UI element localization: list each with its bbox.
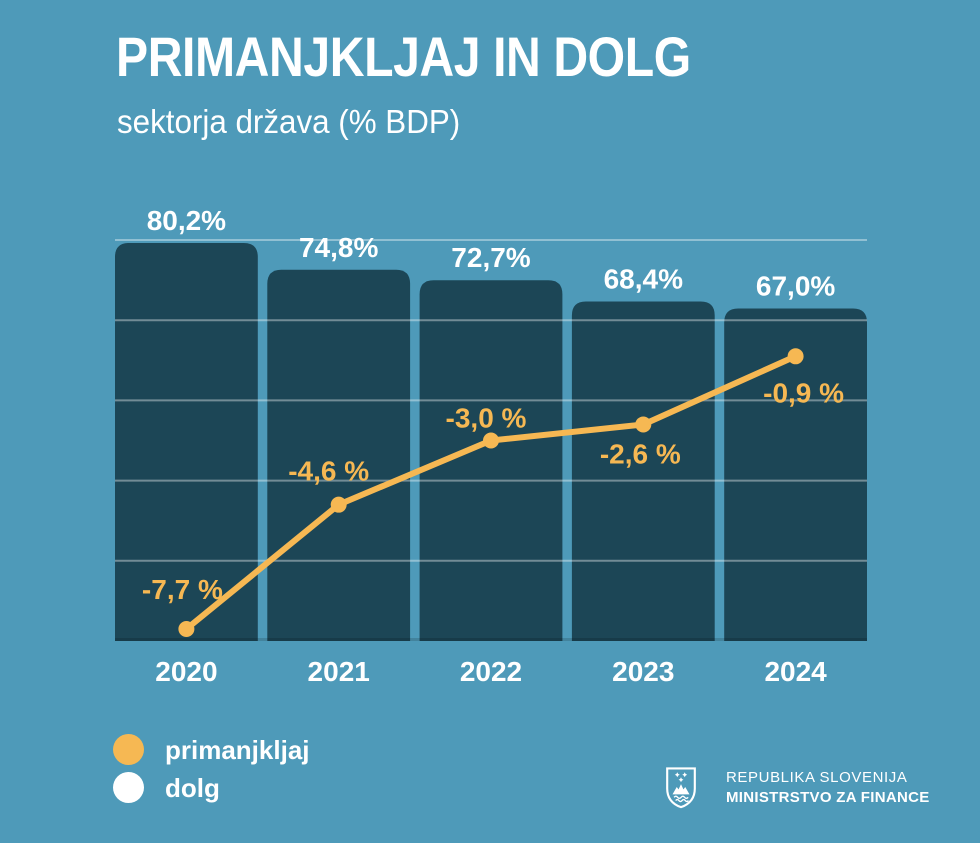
deficit-legend-dot-icon: [113, 734, 144, 765]
debt-bar-2020: [115, 242, 258, 641]
waves: [673, 795, 689, 803]
shield-outline: [666, 767, 696, 809]
debt-bar-2021: [267, 269, 411, 641]
deficit-value-label-2021: -4,6 %: [288, 456, 369, 487]
x-axis-label-2024: 2024: [764, 656, 827, 687]
debt-value-label-2020: 80,2%: [147, 205, 226, 236]
debt-value-label-2024: 67,0%: [756, 270, 835, 301]
debt-bar-2023: [571, 301, 715, 641]
combo-chart: 80,2% 74,8% 72,7% 68,4% 67,0% -7,7 % -4,6 % -3,…: [115, 205, 867, 641]
chart-legend: primanjkljaj dolg: [113, 734, 310, 803]
debt-legend-label: dolg: [165, 772, 220, 803]
org-name-line1: REPUBLIKA SLOVENIJA: [726, 769, 908, 787]
deficit-value-label-2024: -0,9 %: [763, 377, 844, 408]
deficit-point-2023: [635, 416, 652, 433]
debt-legend-dot-icon: [113, 772, 144, 803]
stars: [674, 772, 688, 783]
debt-value-label-2023: 68,4%: [604, 264, 683, 295]
debt-bar-2024: [724, 308, 867, 641]
debt-value-label-2022: 72,7%: [451, 242, 530, 273]
ministry-text: REPUBLIKA SLOVENIJA MINISTRSTVO ZA FINAN…: [726, 769, 930, 806]
deficit-point-2024: [787, 348, 804, 365]
deficit-value-label-2020: -7,7 %: [142, 574, 223, 605]
deficit-point-2022: [483, 432, 499, 449]
deficit-value-label-2022: -3,0 %: [446, 403, 527, 434]
deficit-value-label-2023: -2,6 %: [600, 438, 681, 469]
legend-item-dolg: dolg: [113, 772, 310, 803]
legend-item-primanjkljaj: primanjkljaj: [113, 734, 310, 765]
x-axis-label-2021: 2021: [307, 656, 370, 687]
x-axis-label-2022: 2022: [459, 656, 523, 687]
debt-value-label-2021: 74,8%: [299, 232, 378, 263]
deficit-legend-label: primanjkljaj: [165, 734, 310, 765]
triglav-mountain: [672, 784, 690, 795]
org-name-line2: MINISTRSTVO ZA FINANCE: [726, 788, 930, 806]
x-axis-label-2020: 2020: [155, 656, 218, 687]
x-axis: 2020 2021 2022 2023 2024: [115, 656, 867, 688]
page-subtitle: sektorja država (% BDP): [117, 103, 461, 140]
page-title: PRIMANJKLJAJ IN DOLG: [116, 25, 691, 88]
debt-bar-2022: [419, 280, 563, 641]
deficit-point-2021: [330, 496, 347, 513]
x-axis-label-2023: 2023: [612, 656, 675, 687]
ministry-branding: REPUBLIKA SLOVENIJA MINISTRSTVO ZA FINAN…: [664, 766, 930, 809]
slovenia-coat-of-arms-icon: [666, 767, 696, 809]
deficit-point-2020: [178, 620, 195, 637]
